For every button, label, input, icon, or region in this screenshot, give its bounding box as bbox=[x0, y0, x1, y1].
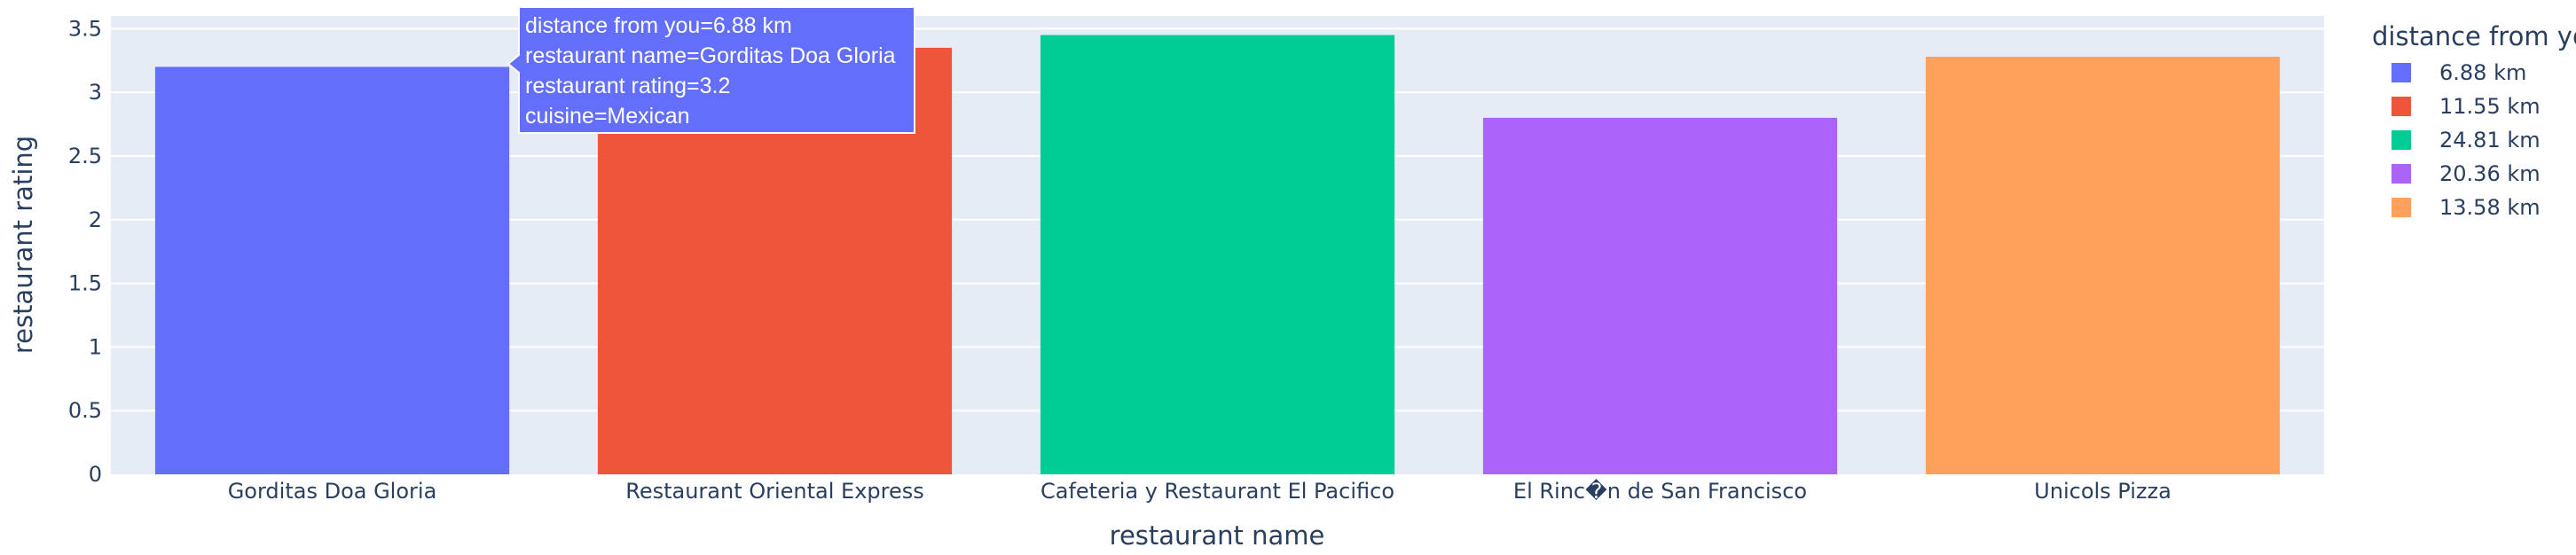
y-tick-label: 3 bbox=[89, 80, 102, 105]
bar[interactable] bbox=[1925, 56, 2281, 474]
hover-tooltip-line: restaurant name=Gorditas Doa Gloria bbox=[525, 43, 896, 68]
x-tick-label: El Rinc�n de San Francisco bbox=[1513, 479, 1807, 504]
bars bbox=[154, 35, 2281, 475]
legend-swatch[interactable] bbox=[2391, 130, 2411, 150]
x-tick-label: Unicols Pizza bbox=[2034, 479, 2172, 504]
legend-swatch[interactable] bbox=[2391, 97, 2411, 116]
y-axis-title: restaurant rating bbox=[8, 136, 38, 354]
bar[interactable] bbox=[1040, 35, 1395, 475]
legend-swatch[interactable] bbox=[2391, 164, 2411, 184]
y-axis-ticks: 0 0.5 1 1.5 2 2.5 3 3.5 bbox=[68, 16, 102, 487]
legend-title: distance from yo bbox=[2372, 21, 2576, 51]
x-tick-label: Gorditas Doa Gloria bbox=[228, 479, 437, 504]
bar[interactable] bbox=[154, 66, 510, 474]
hover-tooltip-line: restaurant rating=3.2 bbox=[525, 74, 730, 98]
hover-tooltip-line: distance from you=6.88 km bbox=[525, 13, 792, 38]
x-axis-title: restaurant name bbox=[1110, 520, 1325, 551]
legend-item-label[interactable]: 20.36 km bbox=[2439, 161, 2541, 186]
y-tick-label: 2 bbox=[89, 207, 102, 232]
y-tick-label: 1 bbox=[89, 334, 102, 359]
hover-tooltip: distance from you=6.88 km restaurant name… bbox=[507, 6, 915, 134]
hover-tooltip-box bbox=[507, 6, 915, 134]
x-axis-ticks: Gorditas Doa Gloria Restaurant Oriental E… bbox=[228, 479, 2172, 504]
y-tick-label: 0.5 bbox=[68, 398, 102, 423]
y-tick-label: 1.5 bbox=[68, 271, 102, 296]
legend-item-label[interactable]: 6.88 km bbox=[2439, 60, 2526, 85]
legend: distance from yo 6.88 km 11.55 km 24.81 km… bbox=[2372, 21, 2576, 220]
legend-swatch[interactable] bbox=[2391, 63, 2411, 82]
hover-tooltip-line: cuisine=Mexican bbox=[525, 104, 690, 129]
legend-swatch[interactable] bbox=[2391, 198, 2411, 217]
legend-item-label[interactable]: 11.55 km bbox=[2439, 94, 2541, 119]
y-tick-label: 3.5 bbox=[68, 16, 102, 41]
x-tick-label: Cafeteria y Restaurant El Pacifico bbox=[1041, 479, 1394, 504]
y-tick-label: 2.5 bbox=[68, 144, 102, 168]
bar[interactable] bbox=[1482, 117, 1838, 474]
legend-item-label[interactable]: 13.58 km bbox=[2439, 195, 2541, 220]
x-tick-label: Restaurant Oriental Express bbox=[625, 479, 924, 504]
y-tick-label: 0 bbox=[89, 462, 102, 487]
legend-item-label[interactable]: 24.81 km bbox=[2439, 128, 2541, 152]
